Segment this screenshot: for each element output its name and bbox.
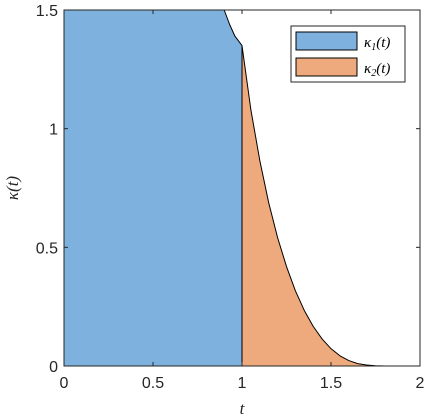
y-tick-label: 0 xyxy=(49,359,58,376)
y-tick-label: 0.5 xyxy=(36,240,58,257)
legend-swatch-kappa2 xyxy=(295,57,358,77)
y-tick-label: 1 xyxy=(49,122,58,139)
x-tick-label: 1.5 xyxy=(320,375,342,392)
y-tick-label: 1.5 xyxy=(36,3,58,20)
plot-areas xyxy=(63,9,398,367)
area-series-1 xyxy=(63,9,243,367)
y-axis-label: κ(t) xyxy=(3,176,22,201)
x-tick-label: 1 xyxy=(238,375,247,392)
legend-label-kappa2: κ2(t) xyxy=(364,61,390,79)
x-axis-label: t xyxy=(240,399,246,418)
x-tick-label: 0 xyxy=(60,375,69,392)
axis-ticks: 0 0.5 1 1.5 2 0 0.5 1 1.5 xyxy=(36,3,425,392)
area-series-2 xyxy=(241,45,398,367)
x-tick-label: 2 xyxy=(416,375,425,392)
legend: κ1(t) κ2(t) xyxy=(290,25,406,83)
x-tick-label: 0.5 xyxy=(142,375,164,392)
legend-label-kappa1: κ1(t) xyxy=(364,35,390,53)
legend-swatch-kappa1 xyxy=(295,31,358,51)
